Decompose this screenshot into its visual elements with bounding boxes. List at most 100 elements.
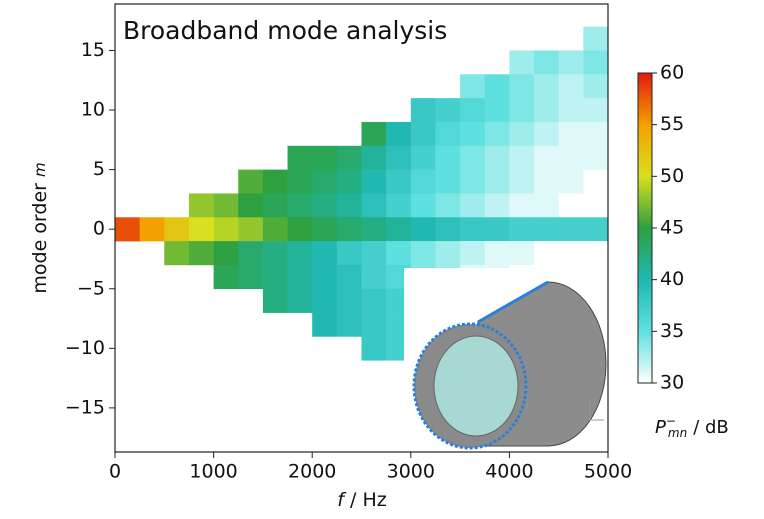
heat-cell <box>287 145 313 170</box>
heat-cell <box>238 217 264 242</box>
heat-cell <box>410 241 436 266</box>
y-tick-label: −10 <box>65 337 105 359</box>
heat-cell <box>583 26 609 51</box>
heat-cell <box>509 98 535 123</box>
heat-cell <box>534 50 559 75</box>
heat-cell <box>583 169 609 194</box>
heat-cell <box>435 193 461 218</box>
heat-cell <box>558 121 584 147</box>
x-tick-label: 1000 <box>189 461 237 483</box>
heat-cell <box>115 217 140 242</box>
colorbar-tick-label: 50 <box>660 165 684 187</box>
heat-cell <box>336 312 362 337</box>
heat-cell <box>262 169 288 194</box>
colorbar-tick-label: 35 <box>660 320 684 342</box>
heat-cell <box>312 264 338 290</box>
heat-cell <box>336 241 362 266</box>
heat-cell <box>312 193 338 218</box>
heat-cell <box>213 241 239 266</box>
heat-cell <box>188 217 214 242</box>
sensor-line <box>477 280 549 324</box>
cbar-symbol: P <box>655 417 666 438</box>
heat-cell <box>188 193 214 218</box>
heat-cell <box>188 241 214 266</box>
heat-cell <box>336 145 362 170</box>
heat-cell <box>312 217 338 242</box>
heat-cell <box>558 217 584 242</box>
heat-cell <box>460 217 486 242</box>
colorbar-tick-label: 60 <box>660 62 684 84</box>
heat-cell <box>164 217 190 242</box>
heat-cell <box>361 336 387 361</box>
cylinder-inner <box>433 335 519 437</box>
x-axis-label: f / Hz <box>337 489 386 511</box>
chart-title: Broadband mode analysis <box>123 16 447 45</box>
heat-cell <box>435 98 461 123</box>
heat-cell <box>509 121 535 147</box>
heat-cell <box>262 217 288 242</box>
heat-cell <box>312 169 338 194</box>
heat-cell <box>435 169 461 194</box>
heat-cell <box>460 241 486 266</box>
heat-cell <box>312 312 338 337</box>
heat-cell <box>484 145 510 170</box>
colorbar-tick-label: 40 <box>660 268 684 290</box>
heat-cell <box>484 241 510 266</box>
heat-cell <box>287 241 313 266</box>
heat-cell <box>262 264 288 290</box>
heat-cell <box>312 241 338 266</box>
heat-cell <box>509 217 535 242</box>
heat-cell <box>583 121 609 147</box>
heat-cell <box>534 98 559 123</box>
heat-cell <box>361 288 387 313</box>
cbar-unit: / dB <box>693 417 729 438</box>
colorbar <box>637 72 653 384</box>
y-tick-label: 10 <box>81 99 105 121</box>
heat-cell <box>509 193 535 218</box>
heat-cell <box>558 98 584 123</box>
y-axis-label: mode order m <box>29 162 51 293</box>
heat-cell <box>509 74 535 99</box>
heat-cell <box>509 169 535 194</box>
heat-cell <box>509 241 535 266</box>
heat-cell <box>509 50 535 75</box>
heat-cell <box>287 288 313 313</box>
heat-cell <box>410 121 436 147</box>
heat-cell <box>312 145 338 170</box>
y-tick-label: −5 <box>77 277 105 299</box>
heat-cell <box>361 312 387 337</box>
x-label-text: / Hz <box>350 489 387 511</box>
heat-cell <box>435 241 461 266</box>
heat-cell <box>386 241 412 266</box>
heat-cell <box>484 217 510 242</box>
y-tick-label: 5 <box>93 158 105 180</box>
heat-cell <box>213 217 239 242</box>
x-tick-label: 0 <box>109 461 121 483</box>
heat-cell <box>558 169 584 194</box>
heat-cell <box>583 145 609 170</box>
x-label-symbol: f <box>337 489 347 511</box>
heat-cell <box>583 50 609 75</box>
heat-cell <box>386 217 412 242</box>
heat-cell <box>238 169 264 194</box>
x-tick-label: 5000 <box>584 461 632 483</box>
heat-cell <box>509 145 535 170</box>
y-label-symbol: m <box>31 162 49 177</box>
heat-cell <box>484 169 510 194</box>
axis-triad <box>589 400 604 421</box>
heat-cell <box>262 241 288 266</box>
plot-frame <box>114 3 609 453</box>
heat-cell <box>410 98 436 123</box>
heat-cell <box>312 288 338 313</box>
inset-cylinder <box>404 268 614 453</box>
heat-cell <box>336 288 362 313</box>
heat-cell <box>534 193 559 218</box>
heat-cell <box>410 169 436 194</box>
heat-cell <box>410 217 436 242</box>
heat-cell <box>460 121 486 147</box>
heat-cell <box>139 217 165 242</box>
heat-cell <box>213 264 239 290</box>
heat-cell <box>460 193 486 218</box>
